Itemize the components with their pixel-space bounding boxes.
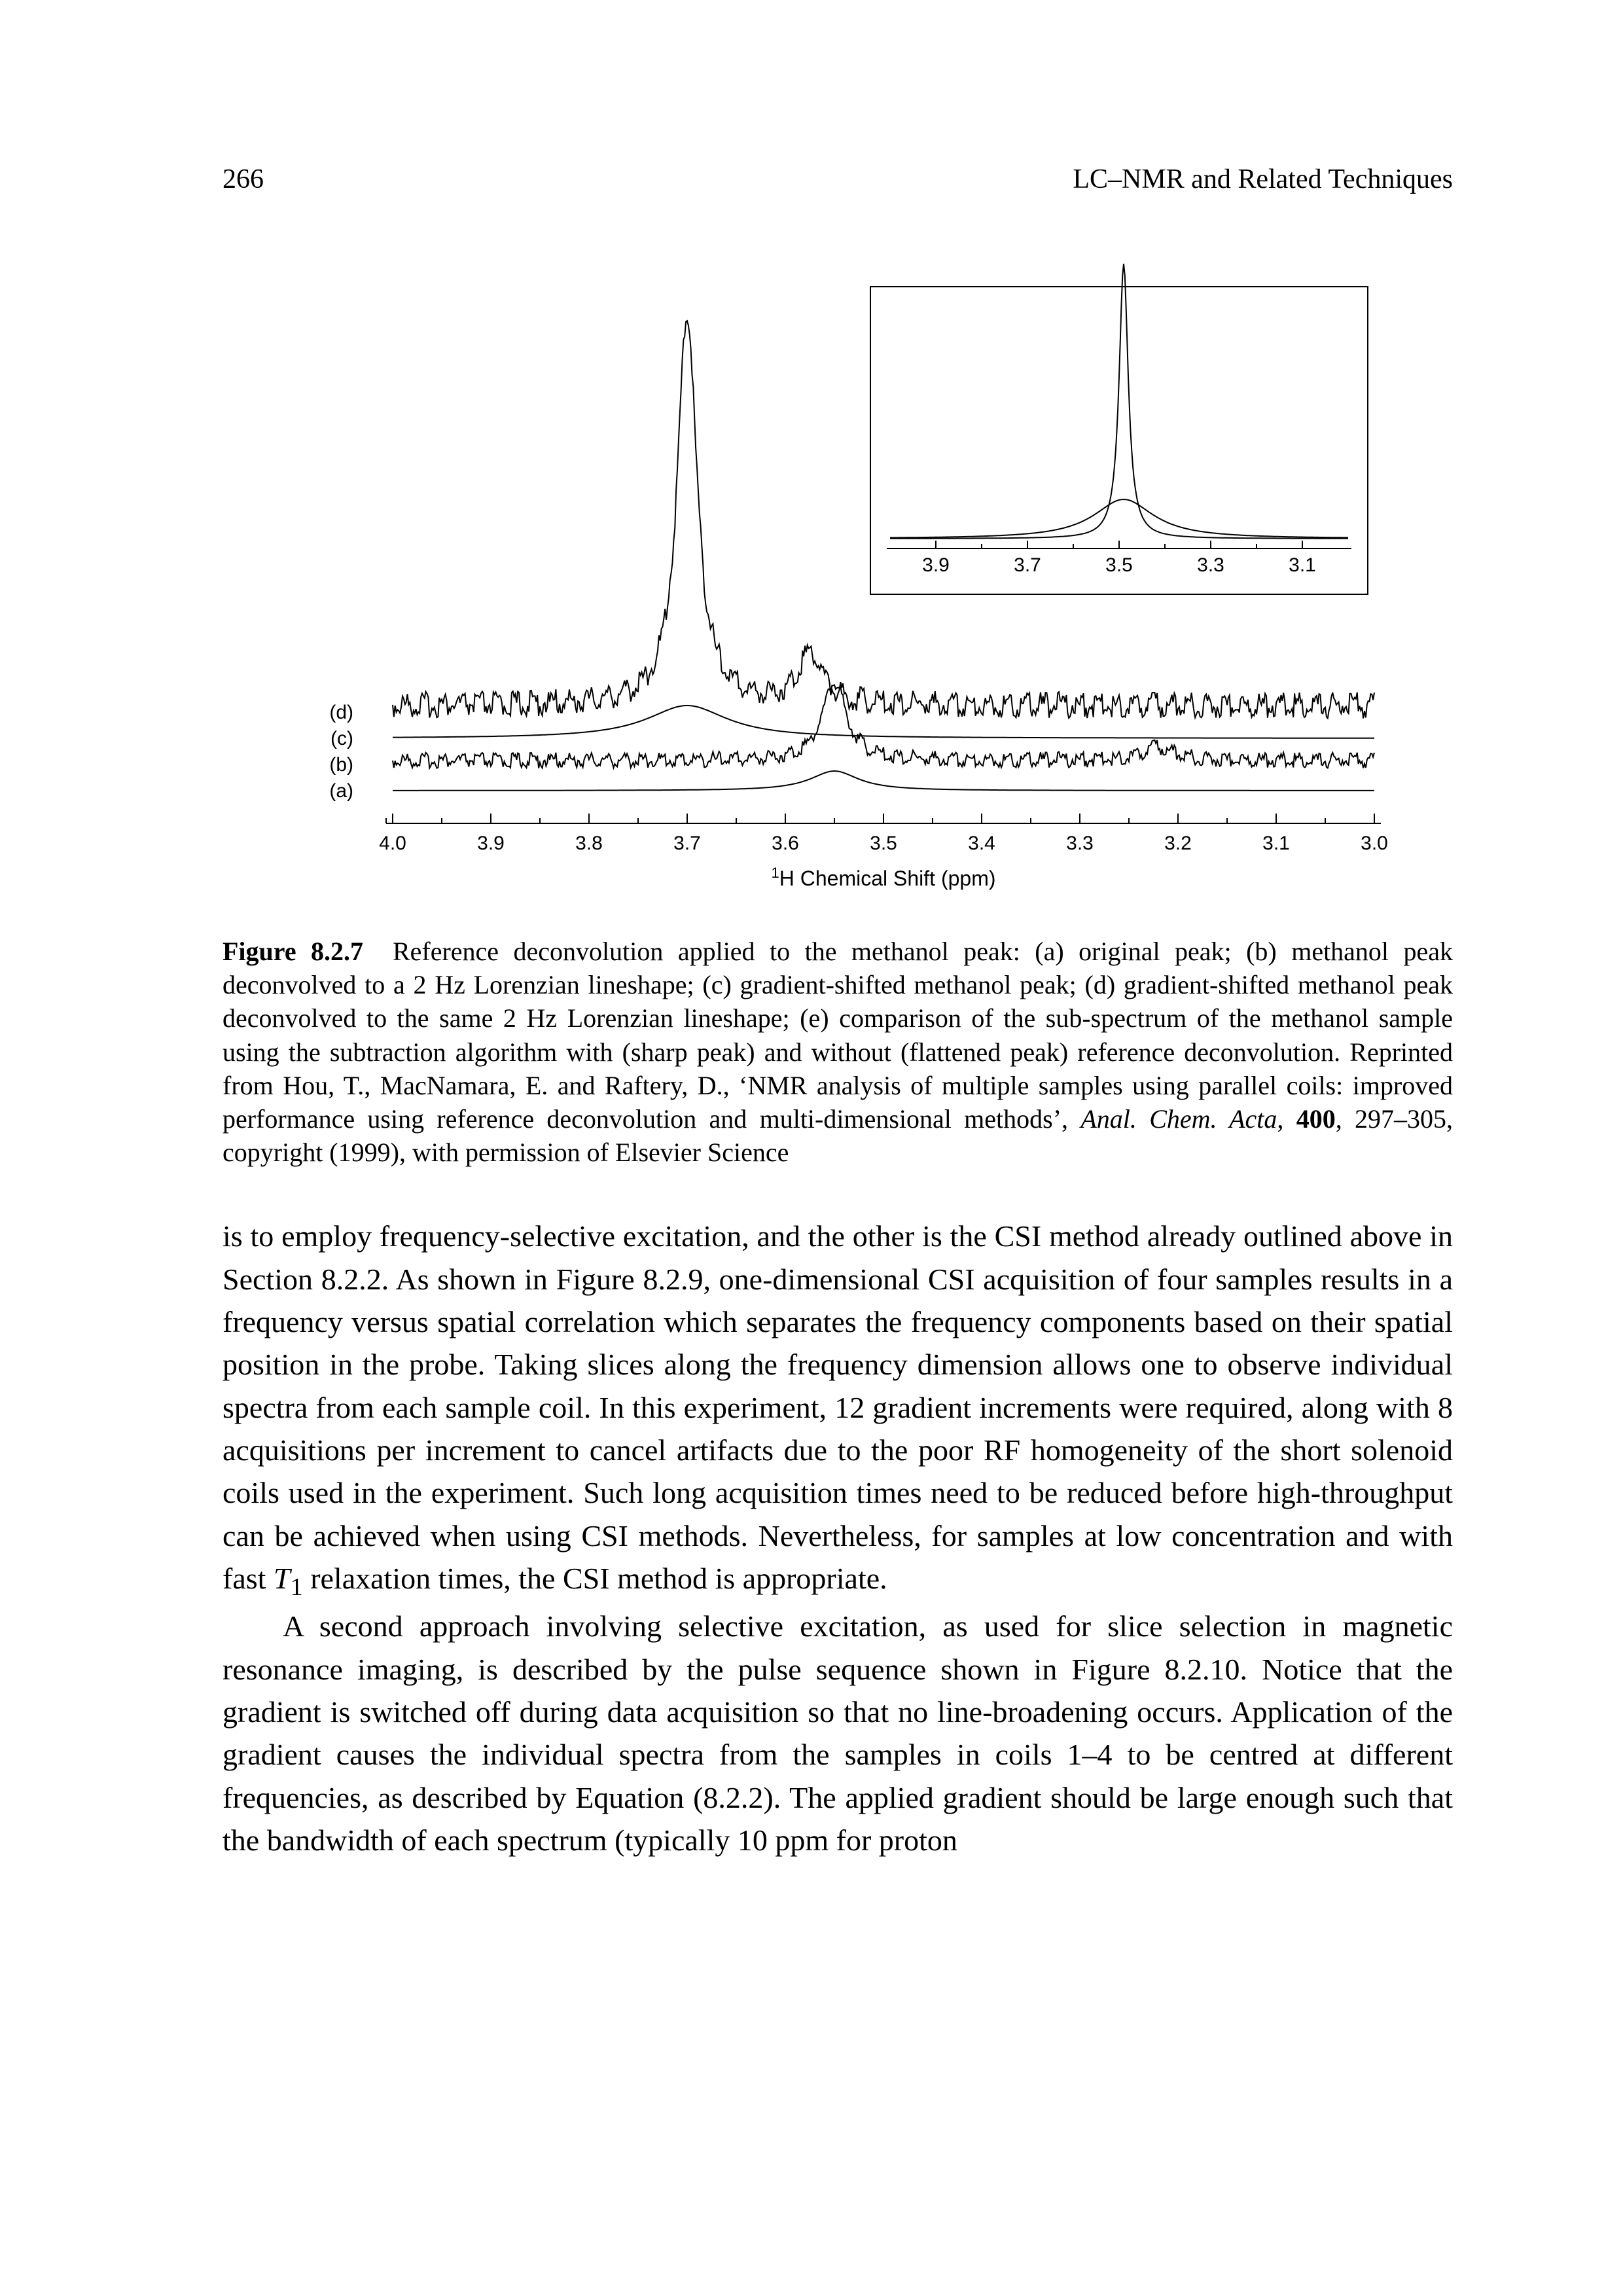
svg-text:3.2: 3.2	[1164, 833, 1192, 854]
figure-caption: Figure 8.2.7 Reference deconvolution app…	[223, 935, 1453, 1169]
running-title: LC–NMR and Related Techniques	[1073, 164, 1453, 195]
svg-text:3.8: 3.8	[575, 833, 603, 854]
caption-journal: Anal. Chem. Acta	[1080, 1104, 1277, 1134]
svg-text:3.7: 3.7	[673, 833, 701, 854]
svg-text:3.1: 3.1	[1289, 554, 1316, 576]
svg-text:(a): (a)	[329, 780, 353, 802]
svg-text:3.5: 3.5	[870, 833, 897, 854]
nmr-spectrum-figure: 4.0 3.9 3.8 3.7 3.6 3.5 3.4 3.3 3.2 3.1 3.0 1H Chem…	[262, 254, 1414, 908]
svg-text:3.0: 3.0	[1361, 833, 1388, 854]
svg-text:3.6: 3.6	[772, 833, 799, 854]
svg-text:(c): (c)	[330, 728, 353, 749]
caption-volume: 400	[1296, 1104, 1336, 1134]
svg-text:3.9: 3.9	[922, 554, 950, 576]
svg-text:4.0: 4.0	[379, 833, 406, 854]
body-text: is to employ frequency-selective excitat…	[223, 1215, 1453, 1861]
svg-text:3.4: 3.4	[968, 833, 995, 854]
svg-text:3.5: 3.5	[1105, 554, 1133, 576]
svg-text:1H Chemical Shift (ppm): 1H Chemical Shift (ppm)	[772, 865, 996, 891]
paragraph-1: is to employ frequency-selective excitat…	[223, 1215, 1453, 1605]
svg-text:3.9: 3.9	[477, 833, 505, 854]
page-number: 266	[223, 164, 264, 195]
svg-text:3.7: 3.7	[1014, 554, 1041, 576]
running-header: 266 LC–NMR and Related Techniques	[223, 164, 1453, 195]
paragraph-2: A second approach involving selective ex…	[223, 1605, 1453, 1861]
figure-number: Figure 8.2.7	[223, 937, 363, 966]
svg-text:3.3: 3.3	[1197, 554, 1224, 576]
t1-symbol: T	[274, 1562, 291, 1595]
svg-text:3.1: 3.1	[1262, 833, 1290, 854]
figure-8-2-7: 4.0 3.9 3.8 3.7 3.6 3.5 3.4 3.3 3.2 3.1 3.0 1H Chem…	[223, 254, 1453, 908]
svg-text:3.3: 3.3	[1066, 833, 1094, 854]
svg-text:(b): (b)	[329, 754, 353, 776]
svg-text:(d): (d)	[329, 702, 353, 723]
